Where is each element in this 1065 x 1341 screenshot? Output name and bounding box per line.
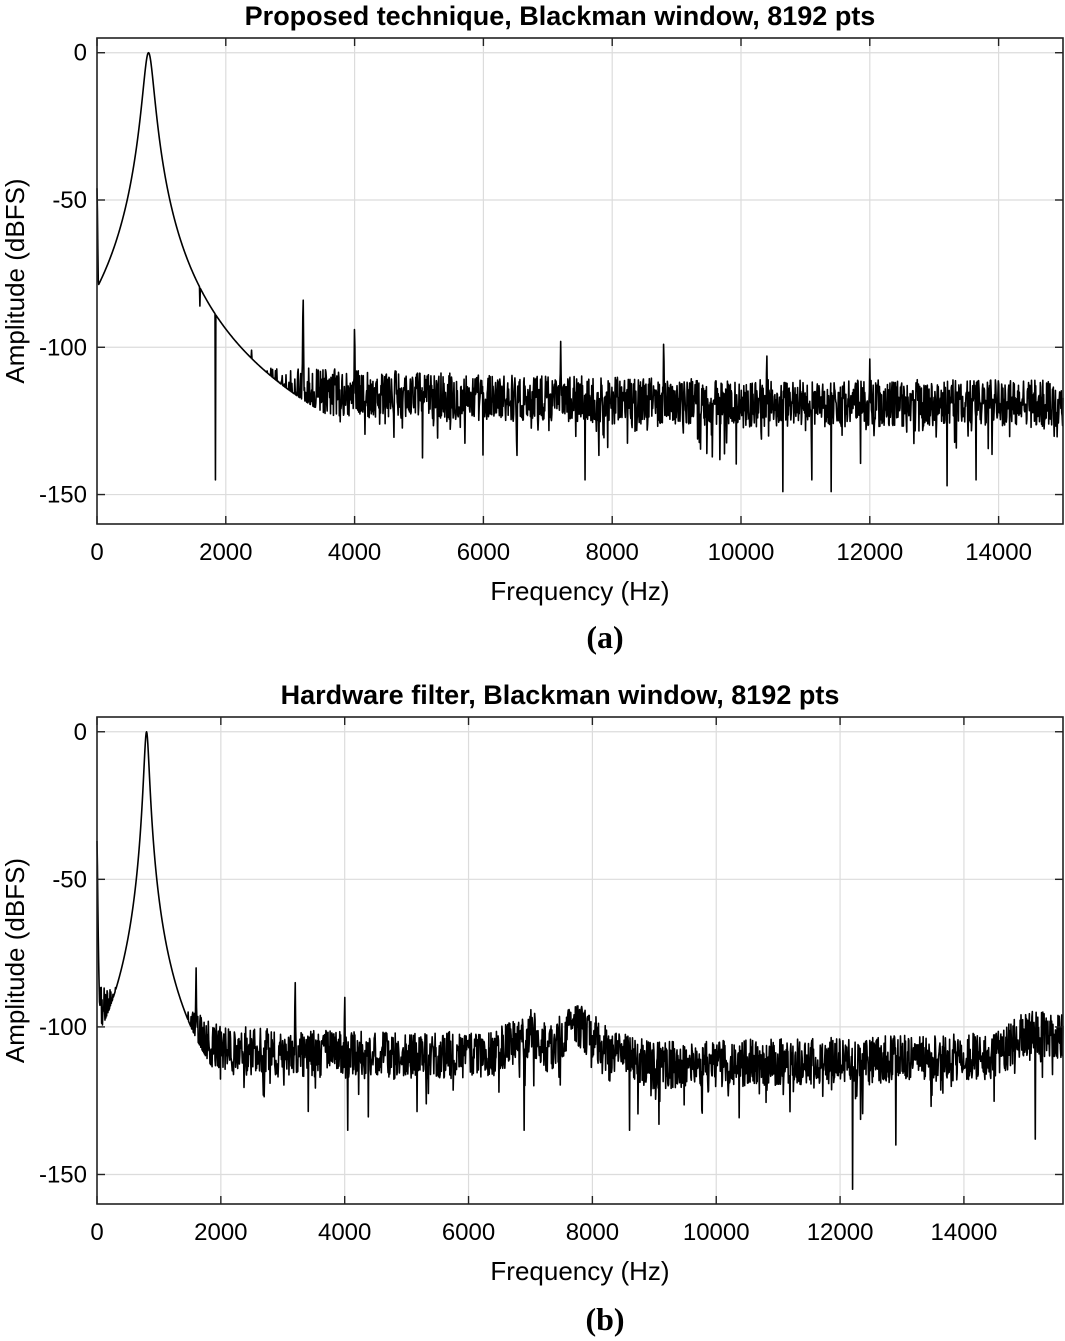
panel-caption: (a): [586, 619, 623, 655]
x-tick-label: 8000: [566, 1219, 619, 1246]
spectrum-series-line: [96, 730, 1064, 1191]
chart-title: Hardware filter, Blackman window, 8192 p…: [281, 680, 840, 710]
y-tick-label: -100: [39, 334, 87, 361]
x-tick-label: 10000: [708, 539, 775, 566]
y-axis-label: Amplitude (dBFS): [0, 858, 30, 1063]
y-tick-label: 0: [74, 40, 87, 67]
x-tick-label: 14000: [965, 539, 1032, 566]
x-tick-label: 6000: [442, 1219, 495, 1246]
y-tick-label: -150: [39, 482, 87, 509]
x-tick-label: 14000: [931, 1219, 998, 1246]
y-tick-label: -150: [39, 1161, 87, 1188]
axes-frame: [96, 716, 1064, 1205]
x-axis-label: Frequency (Hz): [490, 576, 669, 606]
x-tick-label: 2000: [199, 539, 252, 566]
y-tick-label: -50: [52, 187, 87, 214]
axes-frame: [96, 37, 1064, 525]
x-tick-label: 0: [90, 1219, 103, 1246]
y-tick-label: 0: [74, 719, 87, 746]
chart-title: Proposed technique, Blackman window, 819…: [245, 1, 876, 31]
x-tick-label: 6000: [457, 539, 510, 566]
y-axis-label: Amplitude (dBFS): [0, 178, 30, 383]
y-tick-label: -100: [39, 1014, 87, 1041]
panel-a-spectrum-chart: Proposed technique, Blackman window, 819…: [0, 1, 1064, 655]
panel-b-spectrum-chart: Hardware filter, Blackman window, 8192 p…: [0, 680, 1064, 1337]
spectrum-series-line: [96, 51, 1064, 493]
grid-lines: [97, 717, 1063, 1204]
x-tick-label: 4000: [318, 1219, 371, 1246]
x-tick-label: 0: [90, 539, 103, 566]
x-tick-label: 2000: [194, 1219, 247, 1246]
x-tick-label: 8000: [586, 539, 639, 566]
grid-lines: [97, 38, 1063, 524]
x-tick-label: 12000: [807, 1219, 874, 1246]
y-tick-label: -50: [52, 866, 87, 893]
x-tick-label: 10000: [683, 1219, 750, 1246]
panel-caption: (b): [585, 1301, 624, 1337]
x-tick-label: 12000: [836, 539, 903, 566]
x-axis-label: Frequency (Hz): [490, 1256, 669, 1286]
x-tick-label: 4000: [328, 539, 381, 566]
